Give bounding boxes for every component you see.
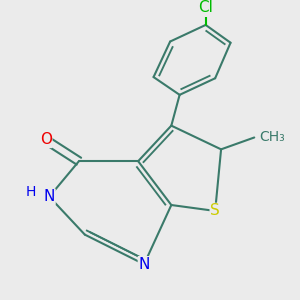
- Text: CH₃: CH₃: [259, 130, 285, 145]
- Text: S: S: [210, 203, 220, 218]
- Text: Cl: Cl: [198, 0, 213, 15]
- Text: O: O: [40, 132, 52, 147]
- Text: N: N: [138, 257, 150, 272]
- Text: N: N: [44, 189, 55, 204]
- Text: H: H: [26, 185, 36, 199]
